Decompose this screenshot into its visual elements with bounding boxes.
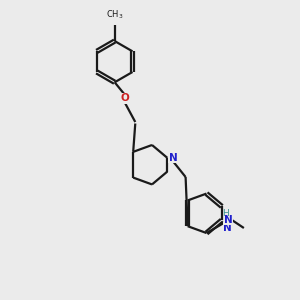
Text: N: N (169, 153, 178, 163)
Text: CH$_3$: CH$_3$ (106, 9, 123, 21)
Text: O: O (121, 94, 129, 103)
Text: N: N (224, 215, 233, 225)
Text: N: N (223, 223, 232, 232)
Text: H: H (222, 209, 229, 218)
